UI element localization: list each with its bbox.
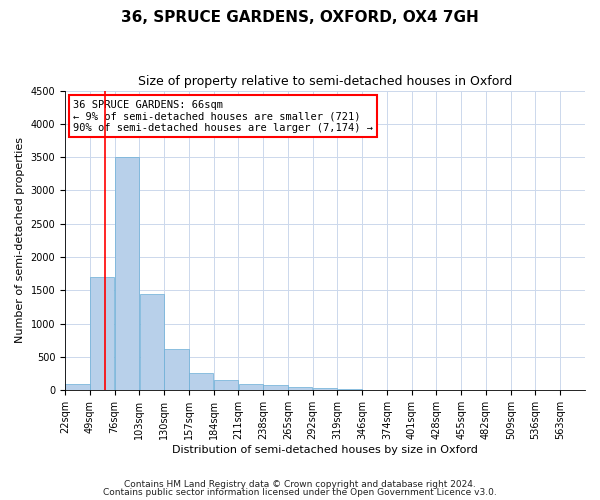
- Bar: [164, 349, 188, 391]
- Title: Size of property relative to semi-detached houses in Oxford: Size of property relative to semi-detach…: [138, 75, 512, 88]
- Text: 36 SPRUCE GARDENS: 66sqm
← 9% of semi-detached houses are smaller (721)
90% of s: 36 SPRUCE GARDENS: 66sqm ← 9% of semi-de…: [73, 100, 373, 132]
- Bar: [65, 384, 89, 390]
- Bar: [239, 384, 263, 390]
- Text: Contains HM Land Registry data © Crown copyright and database right 2024.: Contains HM Land Registry data © Crown c…: [124, 480, 476, 489]
- Bar: [90, 277, 115, 390]
- Bar: [214, 380, 238, 390]
- Y-axis label: Number of semi-detached properties: Number of semi-detached properties: [15, 138, 25, 344]
- Text: 36, SPRUCE GARDENS, OXFORD, OX4 7GH: 36, SPRUCE GARDENS, OXFORD, OX4 7GH: [121, 10, 479, 25]
- Bar: [140, 294, 164, 390]
- Bar: [263, 385, 287, 390]
- Bar: [189, 373, 214, 390]
- Bar: [313, 388, 337, 390]
- Bar: [338, 389, 362, 390]
- Bar: [115, 157, 139, 390]
- X-axis label: Distribution of semi-detached houses by size in Oxford: Distribution of semi-detached houses by …: [172, 445, 478, 455]
- Bar: [288, 387, 313, 390]
- Text: Contains public sector information licensed under the Open Government Licence v3: Contains public sector information licen…: [103, 488, 497, 497]
